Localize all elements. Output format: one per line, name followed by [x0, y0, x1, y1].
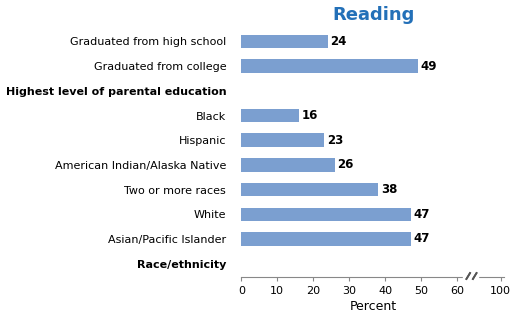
- Bar: [241, 133, 324, 147]
- Text: 24: 24: [330, 35, 346, 48]
- Bar: [241, 35, 328, 48]
- Bar: [241, 59, 418, 73]
- X-axis label: Percent: Percent: [350, 300, 397, 314]
- Title: Reading: Reading: [332, 5, 415, 24]
- Text: 49: 49: [420, 60, 437, 73]
- Text: 47: 47: [413, 208, 430, 221]
- Text: 16: 16: [301, 109, 318, 122]
- Bar: [241, 232, 410, 246]
- Bar: [241, 207, 410, 221]
- Bar: [241, 183, 378, 197]
- Bar: [241, 158, 335, 172]
- Text: 38: 38: [381, 183, 397, 196]
- Bar: [463, 272, 478, 280]
- Text: 26: 26: [338, 159, 354, 171]
- Bar: [241, 109, 299, 122]
- Text: 23: 23: [327, 134, 343, 147]
- Text: 47: 47: [413, 233, 430, 246]
